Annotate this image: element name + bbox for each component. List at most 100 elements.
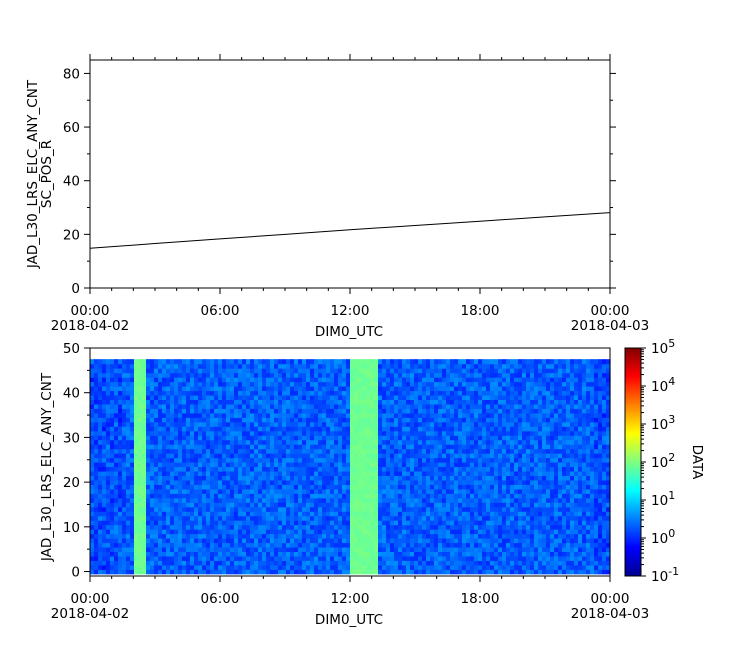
heatmap-cell bbox=[478, 484, 483, 490]
heatmap-cell bbox=[230, 372, 235, 378]
heatmap-cell bbox=[242, 470, 247, 477]
heatmap-cell bbox=[130, 564, 135, 570]
heatmap-cell bbox=[118, 542, 123, 548]
heatmap-cell bbox=[274, 515, 279, 521]
heatmap-cell bbox=[114, 453, 119, 459]
heatmap-cell bbox=[174, 430, 179, 436]
heatmap-cell bbox=[322, 439, 327, 445]
heatmap-cell bbox=[350, 493, 355, 499]
heatmap-cell bbox=[218, 466, 223, 472]
heatmap-cell bbox=[234, 560, 239, 566]
heatmap-cell bbox=[382, 564, 387, 570]
heatmap-cell bbox=[494, 470, 499, 477]
heatmap-cell bbox=[414, 453, 419, 459]
heatmap-cell bbox=[290, 475, 295, 481]
heatmap-cell bbox=[406, 479, 411, 485]
heatmap-cell bbox=[198, 372, 203, 378]
heatmap-cell bbox=[106, 372, 111, 378]
heatmap-cell bbox=[438, 421, 443, 427]
heatmap-cell bbox=[434, 538, 439, 544]
heatmap-cell bbox=[318, 417, 323, 423]
heatmap-cell bbox=[294, 497, 299, 503]
heatmap-cell bbox=[458, 551, 463, 557]
heatmap-cell bbox=[286, 529, 291, 535]
heatmap-cell bbox=[146, 359, 151, 365]
heatmap-cell bbox=[302, 546, 307, 553]
heatmap-cell bbox=[410, 524, 415, 530]
heatmap-cell bbox=[438, 417, 443, 423]
heatmap-cell bbox=[318, 466, 323, 472]
heatmap-cell bbox=[278, 435, 283, 441]
heatmap-cell bbox=[230, 466, 235, 472]
heatmap-cell bbox=[202, 408, 207, 414]
heatmap-cell bbox=[90, 546, 95, 553]
heatmap-cell bbox=[350, 511, 355, 517]
heatmap-cell bbox=[210, 421, 215, 427]
heatmap-cell bbox=[138, 453, 143, 459]
heatmap-cell bbox=[478, 475, 483, 481]
heatmap-cell bbox=[222, 372, 227, 378]
heatmap-cell bbox=[386, 377, 391, 383]
heatmap-cell bbox=[194, 421, 199, 427]
heatmap-cell bbox=[114, 506, 119, 512]
heatmap-cell bbox=[418, 372, 423, 378]
heatmap-cell bbox=[326, 533, 331, 539]
heatmap-cell bbox=[246, 524, 251, 530]
heatmap-cell bbox=[430, 435, 435, 441]
heatmap-cell bbox=[194, 453, 199, 459]
heatmap-cell bbox=[130, 502, 135, 508]
heatmap-cell bbox=[242, 444, 247, 450]
heatmap-cell bbox=[242, 502, 247, 508]
heatmap-cell bbox=[102, 390, 107, 396]
heatmap-cell bbox=[150, 381, 155, 387]
heatmap-cell bbox=[118, 488, 123, 494]
heatmap-cell bbox=[434, 448, 439, 454]
heatmap-cell bbox=[174, 403, 179, 409]
heatmap-cell bbox=[470, 524, 475, 530]
heatmap-cell bbox=[118, 453, 123, 459]
heatmap-cell bbox=[402, 502, 407, 508]
heatmap-cell bbox=[270, 555, 275, 561]
heatmap-cell bbox=[366, 555, 371, 561]
heatmap-cell bbox=[354, 394, 359, 401]
heatmap-cell bbox=[214, 386, 219, 392]
heatmap-cell bbox=[478, 430, 483, 436]
heatmap-cell bbox=[390, 453, 395, 459]
heatmap-cell bbox=[410, 515, 415, 521]
heatmap-cell bbox=[118, 359, 123, 365]
heatmap-cell bbox=[474, 444, 479, 450]
heatmap-cell bbox=[354, 542, 359, 548]
heatmap-cell bbox=[366, 444, 371, 450]
heatmap-cell bbox=[106, 506, 111, 512]
heatmap-cell bbox=[430, 524, 435, 530]
heatmap-cell bbox=[190, 426, 195, 432]
heatmap-cell bbox=[286, 569, 291, 575]
heatmap-cell bbox=[302, 529, 307, 535]
heatmap-cell bbox=[462, 511, 467, 517]
heatmap-cell bbox=[150, 511, 155, 517]
heatmap-cell bbox=[174, 484, 179, 490]
heatmap-cell bbox=[350, 520, 355, 526]
heatmap-cell bbox=[418, 479, 423, 485]
heatmap-cell bbox=[350, 564, 355, 570]
heatmap-cell bbox=[186, 484, 191, 490]
heatmap-cell bbox=[154, 506, 159, 512]
heatmap-cell bbox=[378, 515, 383, 521]
heatmap-cell bbox=[150, 408, 155, 414]
heatmap-cell bbox=[466, 448, 471, 454]
heatmap-cell bbox=[342, 551, 347, 557]
heatmap-cell bbox=[138, 546, 143, 553]
heatmap-cell bbox=[330, 502, 335, 508]
heatmap-cell bbox=[94, 462, 99, 468]
heatmap-cell bbox=[206, 368, 211, 374]
heatmap-cell bbox=[106, 394, 111, 401]
heatmap-cell bbox=[158, 529, 163, 535]
heatmap-cell bbox=[210, 403, 215, 409]
heatmap-cell bbox=[314, 439, 319, 445]
heatmap-cell bbox=[178, 466, 183, 472]
heatmap-cell bbox=[106, 511, 111, 517]
heatmap-cell bbox=[190, 381, 195, 387]
heatmap-cell bbox=[98, 417, 103, 423]
heatmap-cell bbox=[138, 408, 143, 414]
heatmap-cell bbox=[398, 542, 403, 548]
